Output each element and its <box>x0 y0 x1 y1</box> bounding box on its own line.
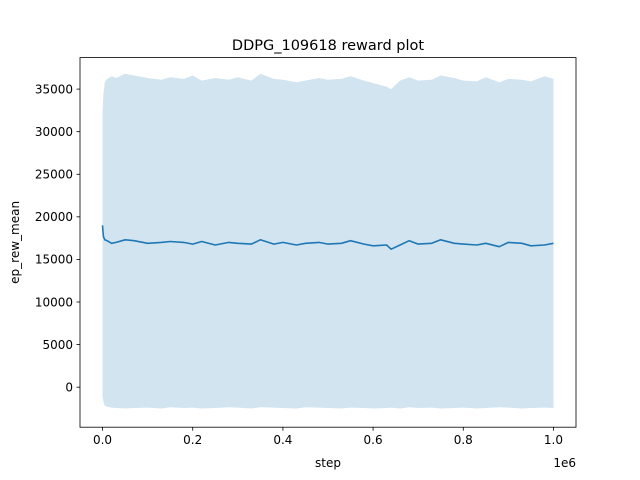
y-tick-label: 15000 <box>35 253 73 267</box>
y-tick-label: 5000 <box>42 338 73 352</box>
y-axis: 0 5000 10000 15000 20000 25000 30000 35000 <box>35 82 80 394</box>
x-tick-label: 0.8 <box>454 433 473 447</box>
y-axis-label: ep_rew_mean <box>8 201 22 284</box>
axes-frame <box>79 57 577 428</box>
x-tick-label: 0.0 <box>93 433 112 447</box>
x-tick-label: 0.4 <box>273 433 292 447</box>
x-tick-label: 0.6 <box>364 433 383 447</box>
y-tick-label: 25000 <box>35 168 73 182</box>
mean-reward-line <box>101 225 554 250</box>
x-axis: 0.0 0.2 0.4 0.6 0.8 1.0 <box>93 427 563 447</box>
y-tick-label: 20000 <box>35 210 73 224</box>
x-axis-label: step <box>315 456 341 470</box>
std-band <box>102 73 554 409</box>
y-tick-label: 0 <box>65 380 73 394</box>
plot-area <box>101 73 554 409</box>
x-tick-label: 0.2 <box>183 433 202 447</box>
x-axis-offset-text: 1e6 <box>553 456 576 470</box>
x-tick-label: 1.0 <box>544 433 563 447</box>
y-tick-label: 35000 <box>35 82 73 96</box>
chart-title: DDPG_109618 reward plot <box>232 38 424 54</box>
y-tick-label: 10000 <box>35 295 73 309</box>
y-tick-label: 30000 <box>35 125 73 139</box>
